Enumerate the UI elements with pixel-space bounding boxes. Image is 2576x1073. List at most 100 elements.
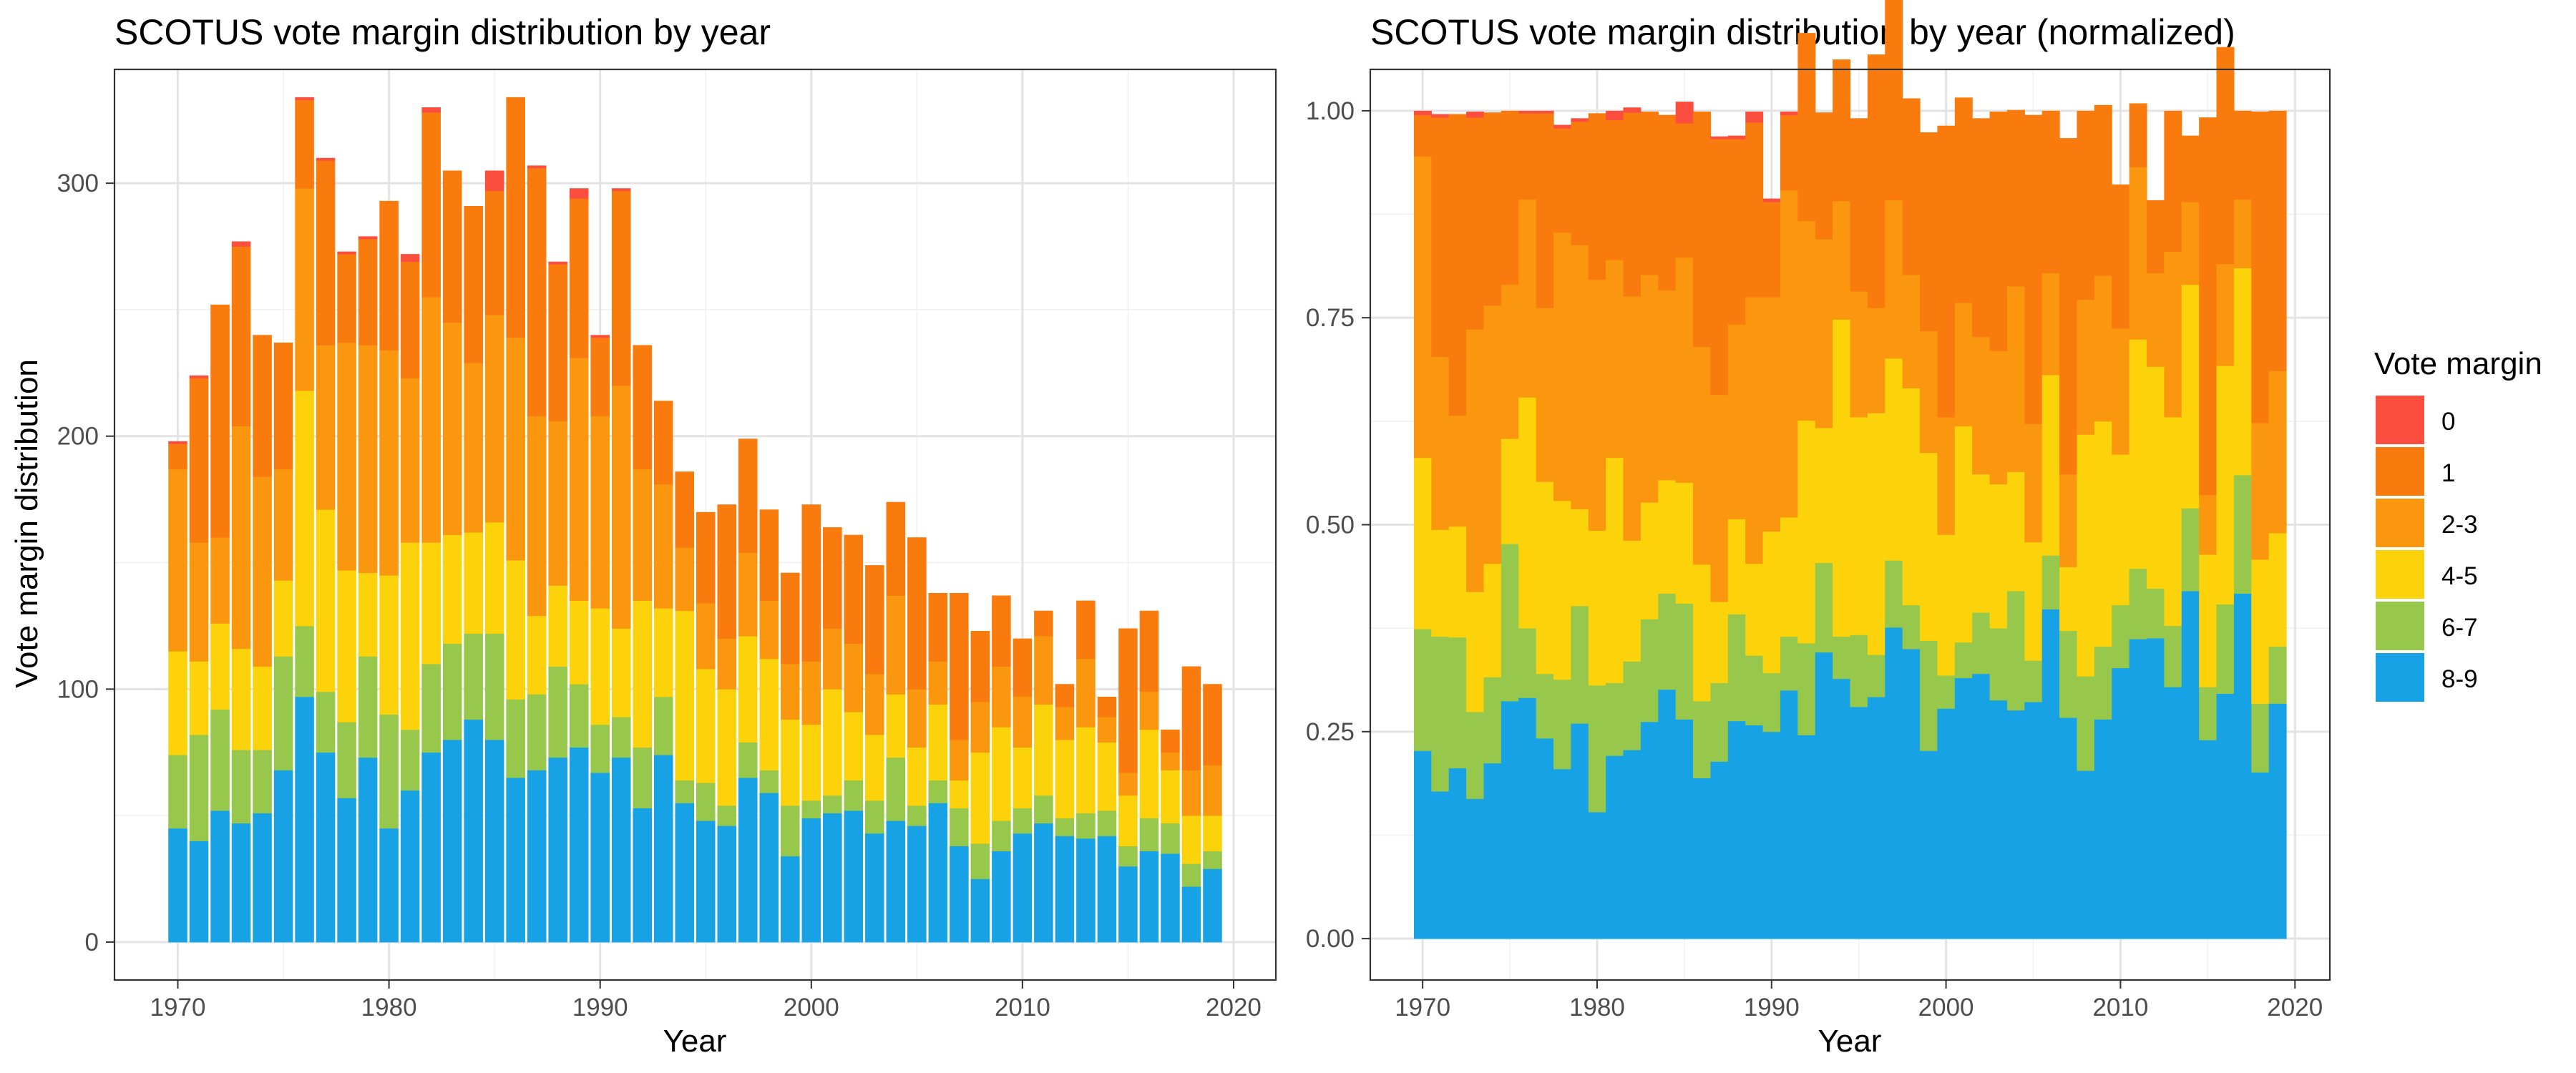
bar-segment-2-3-1972 (1448, 415, 1467, 527)
bar-segment-4-5-1979 (358, 572, 378, 657)
bar-segment-1-1997 (1885, 0, 1903, 201)
bar-segment-4-5-1970 (168, 651, 187, 755)
bar-segment-2-3-1995 (1850, 291, 1868, 418)
bar-segment-6-7-1985 (484, 633, 504, 740)
bar-segment-1-1979 (358, 238, 378, 346)
bar-segment-2-3-2001 (1954, 303, 1973, 427)
bar-segment-2-3-2005 (2024, 423, 2043, 543)
bar-segment-2-3-1974 (1483, 305, 1502, 564)
bar-segment-6-7-1984 (1658, 593, 1677, 690)
bar-segment-8-9-2009 (992, 851, 1011, 943)
bar-segment-6-7-1982 (421, 663, 441, 753)
bar-segment-4-5-1991 (1780, 517, 1798, 637)
bar-segment-6-7-2019 (2268, 646, 2287, 704)
bar-segment-1-1976 (1518, 113, 1537, 200)
bar-segment-1-1988 (1727, 139, 1746, 325)
x-tick-label: 2010 (2092, 994, 2148, 1021)
bar-segment-1-2013 (2164, 110, 2182, 252)
bar-segment-6-7-1981 (400, 729, 420, 791)
bar-segment-6-7-1974 (253, 750, 272, 814)
bar-segment-6-7-2016 (2216, 604, 2235, 694)
bar-segment-2-3-1984 (1658, 290, 1677, 481)
bar-segment-4-5-1990 (1762, 531, 1781, 674)
bar-segment-6-7-1993 (653, 696, 673, 755)
bar-segment-1-2006 (2041, 110, 2060, 274)
bar-segment-4-5-2009 (992, 727, 1011, 821)
bar-segment-8-9-1977 (1536, 738, 1554, 939)
bar-segment-8-9-2006 (928, 803, 948, 943)
bar-segment-4-5-2012 (2146, 366, 2165, 589)
bar-segment-4-5-1993 (653, 608, 673, 697)
bar-segment-4-5-1975 (1501, 438, 1519, 544)
bar-segment-6-7-2003 (1989, 628, 2008, 701)
bar-segment-6-7-1977 (316, 691, 336, 753)
bar-segment-4-5-1995 (696, 669, 716, 783)
bar-segment-8-9-1970 (168, 828, 187, 943)
bar-segment-2-3-2010 (2112, 328, 2130, 455)
bar-segment-8-9-2005 (2024, 702, 2043, 939)
y-tick-label: 100 (57, 675, 99, 703)
bar-segment-0-1988 (1727, 135, 1746, 139)
bar-segment-1-2004 (2006, 109, 2025, 287)
bar-segment-8-9-2017 (2233, 593, 2252, 939)
bar-segment-1-1979 (1571, 121, 1589, 245)
bar-segment-8-9-2001 (1954, 677, 1973, 939)
bar-segment-8-9-1975 (1501, 700, 1519, 939)
bar-segment-1-1973 (1466, 117, 1485, 330)
bar-segment-0-1988 (548, 261, 567, 265)
bar-segment-0-1978 (1553, 124, 1571, 129)
bar-segment-1-1999 (781, 572, 800, 665)
bar-segment-4-5-2017 (1161, 770, 1180, 824)
bar-segment-4-5-1976 (1518, 397, 1537, 629)
bar-segment-4-5-2001 (1954, 426, 1973, 643)
bar-segment-4-5-1984 (464, 532, 483, 634)
y-tick-label: 0.75 (1306, 304, 1355, 332)
bar-segment-2-3-1980 (379, 350, 399, 576)
bar-segment-2-3-1971 (1431, 356, 1450, 530)
bar-segment-6-7-1999 (1920, 640, 1938, 751)
bar-segment-0-1970 (168, 441, 187, 444)
bar-segment-0-1987 (1710, 136, 1729, 139)
bar-segment-6-7-1995 (696, 783, 716, 821)
bar-segment-8-9-1999 (781, 856, 800, 943)
bar-segment-0-1990 (1762, 198, 1781, 202)
bar-segment-6-7-1978 (337, 722, 356, 798)
bar-segment-6-7-2001 (823, 795, 842, 814)
bar-segment-6-7-1980 (379, 714, 399, 829)
bar-segment-8-9-2014 (1097, 836, 1117, 943)
bar-segment-4-5-1993 (1815, 428, 1833, 564)
bar-segment-2-3-2011 (2129, 167, 2147, 340)
bar-segment-1-1975 (1501, 110, 1519, 285)
bar-segment-6-7-1998 (1902, 604, 1921, 650)
bar-segment-2-3-1994 (1833, 201, 1851, 320)
bar-segment-6-7-1991 (1780, 636, 1798, 691)
bar-segment-1-1986 (1693, 112, 1712, 348)
bar-segment-2-3-1971 (189, 542, 209, 662)
bar-segment-8-9-1987 (527, 770, 547, 943)
bar-segment-8-9-2012 (2146, 638, 2165, 939)
bar-segment-1-1996 (717, 504, 737, 640)
bar-segment-4-5-1977 (1536, 481, 1554, 675)
bar-segment-1-2000 (801, 504, 821, 662)
y-tick-label: 300 (57, 170, 99, 197)
bar-segment-1-1974 (253, 335, 272, 477)
bar-segment-4-5-1989 (569, 600, 589, 685)
bar-segment-6-7-1989 (569, 684, 589, 748)
bar-segment-1-1991 (1780, 114, 1798, 191)
bar-segment-1-1991 (611, 190, 631, 386)
bar-segment-1-1995 (1850, 118, 1868, 292)
y-tick-label: 1.00 (1306, 97, 1355, 125)
bar-segment-6-7-1971 (1431, 636, 1450, 792)
bar-segment-6-7-2000 (1937, 675, 1956, 709)
bar-segment-2-3-2002 (1972, 336, 1991, 475)
bar-segment-1-2002 (844, 534, 864, 645)
bar-segment-2-3-2014 (1097, 717, 1117, 743)
bar-segment-1-2008 (970, 631, 990, 702)
bar-segment-1-2011 (1034, 610, 1053, 637)
bar-segment-2-3-1978 (337, 342, 356, 571)
bar-segment-2-3-2005 (907, 689, 927, 748)
bar-segment-4-5-2007 (950, 780, 969, 808)
bar-segment-4-5-1998 (1902, 388, 1921, 606)
bar-segment-0-1982 (421, 107, 441, 113)
bar-segment-8-9-1980 (379, 828, 399, 943)
